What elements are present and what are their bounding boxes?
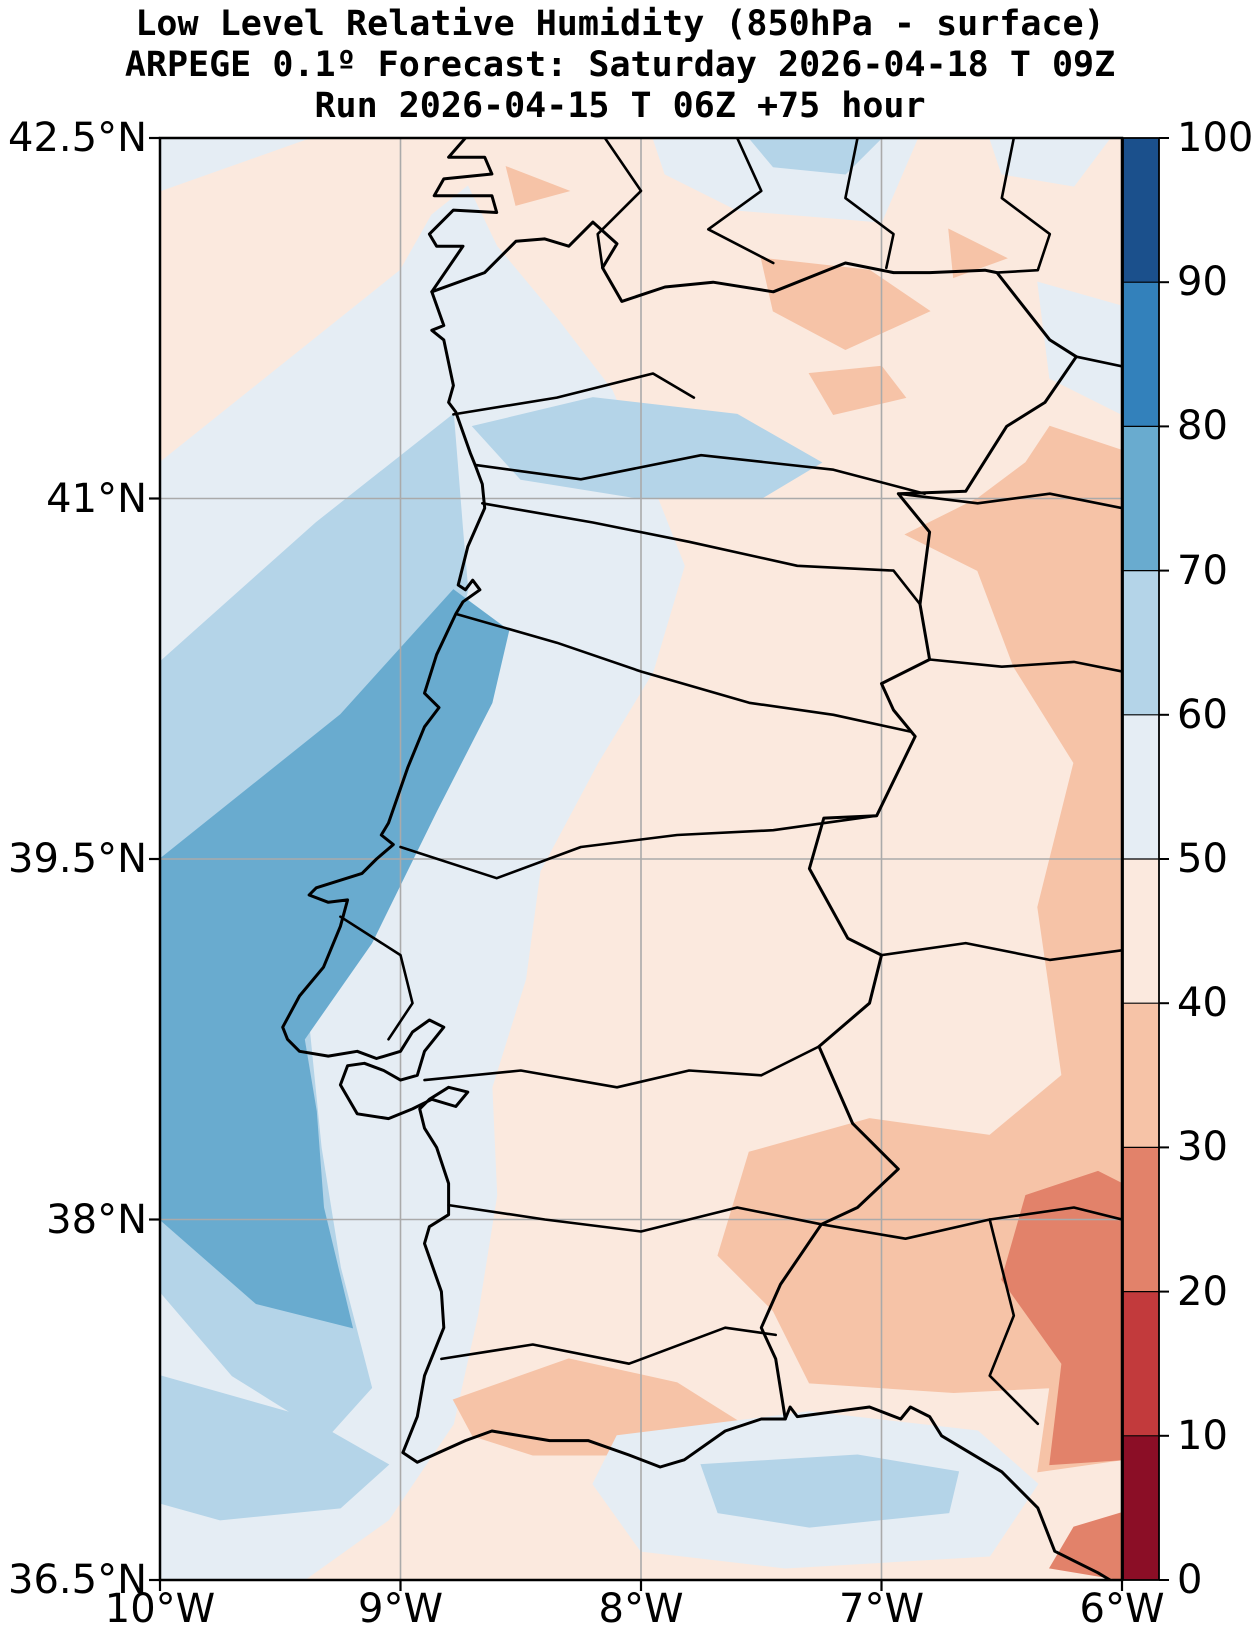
colorbar-tick-label: 0	[1177, 1557, 1203, 1603]
district-boundary	[707, 138, 775, 265]
colorbar-tick-label: 50	[1177, 836, 1228, 882]
district-boundary	[339, 915, 414, 1041]
x-tick-label: 8°W	[598, 1586, 684, 1632]
district-boundary	[995, 138, 1052, 274]
colorbar-tick-label: 40	[1177, 980, 1228, 1027]
district-boundary	[399, 814, 878, 880]
district-boundary	[447, 1203, 823, 1233]
x-tick-label: 9°W	[358, 1586, 443, 1632]
colorbar-tick-label: 20	[1177, 1268, 1228, 1315]
x-tick-label: 7°W	[839, 1586, 924, 1632]
map-region-douro-60-70	[471, 397, 823, 499]
x-tick-label: 10°W	[104, 1586, 216, 1632]
district-boundary	[452, 372, 696, 416]
map-region-ocean-70-80	[160, 589, 510, 1329]
colorbar-tick-label: 80	[1177, 403, 1228, 450]
y-tick-label: 38°N	[46, 1196, 147, 1243]
colorbar-tick-label: 10	[1177, 1412, 1228, 1459]
y-tick-label: 36.5°N	[8, 1557, 147, 1603]
colorbar-tick-label: 70	[1177, 547, 1228, 594]
colorbar-segment	[1123, 714, 1159, 860]
title-line-3: Run 2026-04-15 T 06Z +75 hour	[314, 86, 926, 126]
chart-title-block: Low Level Relative Humidity (850hPa - su…	[0, 4, 1240, 127]
title-line-2: ARPEGE 0.1º Forecast: Saturday 2026-04-1…	[124, 45, 1116, 85]
colorbar-segment	[1123, 138, 1159, 283]
district-boundary	[596, 138, 643, 270]
coastline	[281, 138, 1112, 1580]
district-boundary	[481, 502, 922, 606]
map-region-galicia-30-40	[505, 165, 571, 206]
colorbar-segment	[1123, 859, 1159, 1004]
map-region-north-50-60-b	[989, 138, 1111, 187]
y-tick-label: 42.5°N	[8, 115, 147, 161]
colorbar-tick-label: 30	[1177, 1124, 1228, 1171]
district-boundary	[454, 612, 912, 733]
map-region-algarve-sea-60-70	[700, 1454, 960, 1528]
district-boundary	[928, 658, 1122, 673]
map-region-se-20-30	[1001, 1170, 1122, 1466]
colorbar-segment	[1123, 570, 1159, 716]
district-boundary	[988, 1218, 1040, 1426]
map-region-north-60-70	[748, 138, 883, 175]
y-tick-label: 41°N	[46, 475, 147, 522]
colorbar-tick-label: 100	[1177, 115, 1254, 161]
district-boundary	[844, 138, 895, 270]
pt-es-border	[430, 220, 1078, 1421]
colorbar-segment	[1123, 426, 1159, 572]
map-region-nw-corner-50-60	[160, 138, 310, 192]
colorbar-tick-label: 60	[1177, 691, 1228, 738]
map-region-sw-ocean-60-70	[160, 1375, 390, 1521]
title-line-1: Low Level Relative Humidity (850hPa - su…	[135, 4, 1105, 44]
y-tick-label: 39.5°N	[8, 836, 147, 882]
map-region-east-30-40	[717, 425, 1122, 1473]
colorbar-segment	[1123, 1003, 1159, 1148]
district-boundary	[423, 1045, 821, 1089]
map-region-ne-30-40-c	[948, 228, 1008, 279]
district-boundary	[897, 492, 1122, 510]
district-boundary	[440, 1326, 777, 1365]
colorbar-segment	[1123, 1435, 1159, 1581]
colorbar-segment	[1123, 1291, 1159, 1437]
boundary-group	[281, 138, 1122, 1580]
district-boundary	[880, 941, 1122, 962]
district-boundary	[1075, 355, 1122, 368]
district-boundary	[473, 453, 927, 495]
colorbar-segment	[1123, 1147, 1159, 1293]
colorbar-frame	[1122, 137, 1160, 1581]
colorbar-tick-label: 90	[1177, 259, 1228, 306]
x-tick-label: 6°W	[1079, 1586, 1165, 1632]
colorbar-segment	[1123, 282, 1159, 427]
